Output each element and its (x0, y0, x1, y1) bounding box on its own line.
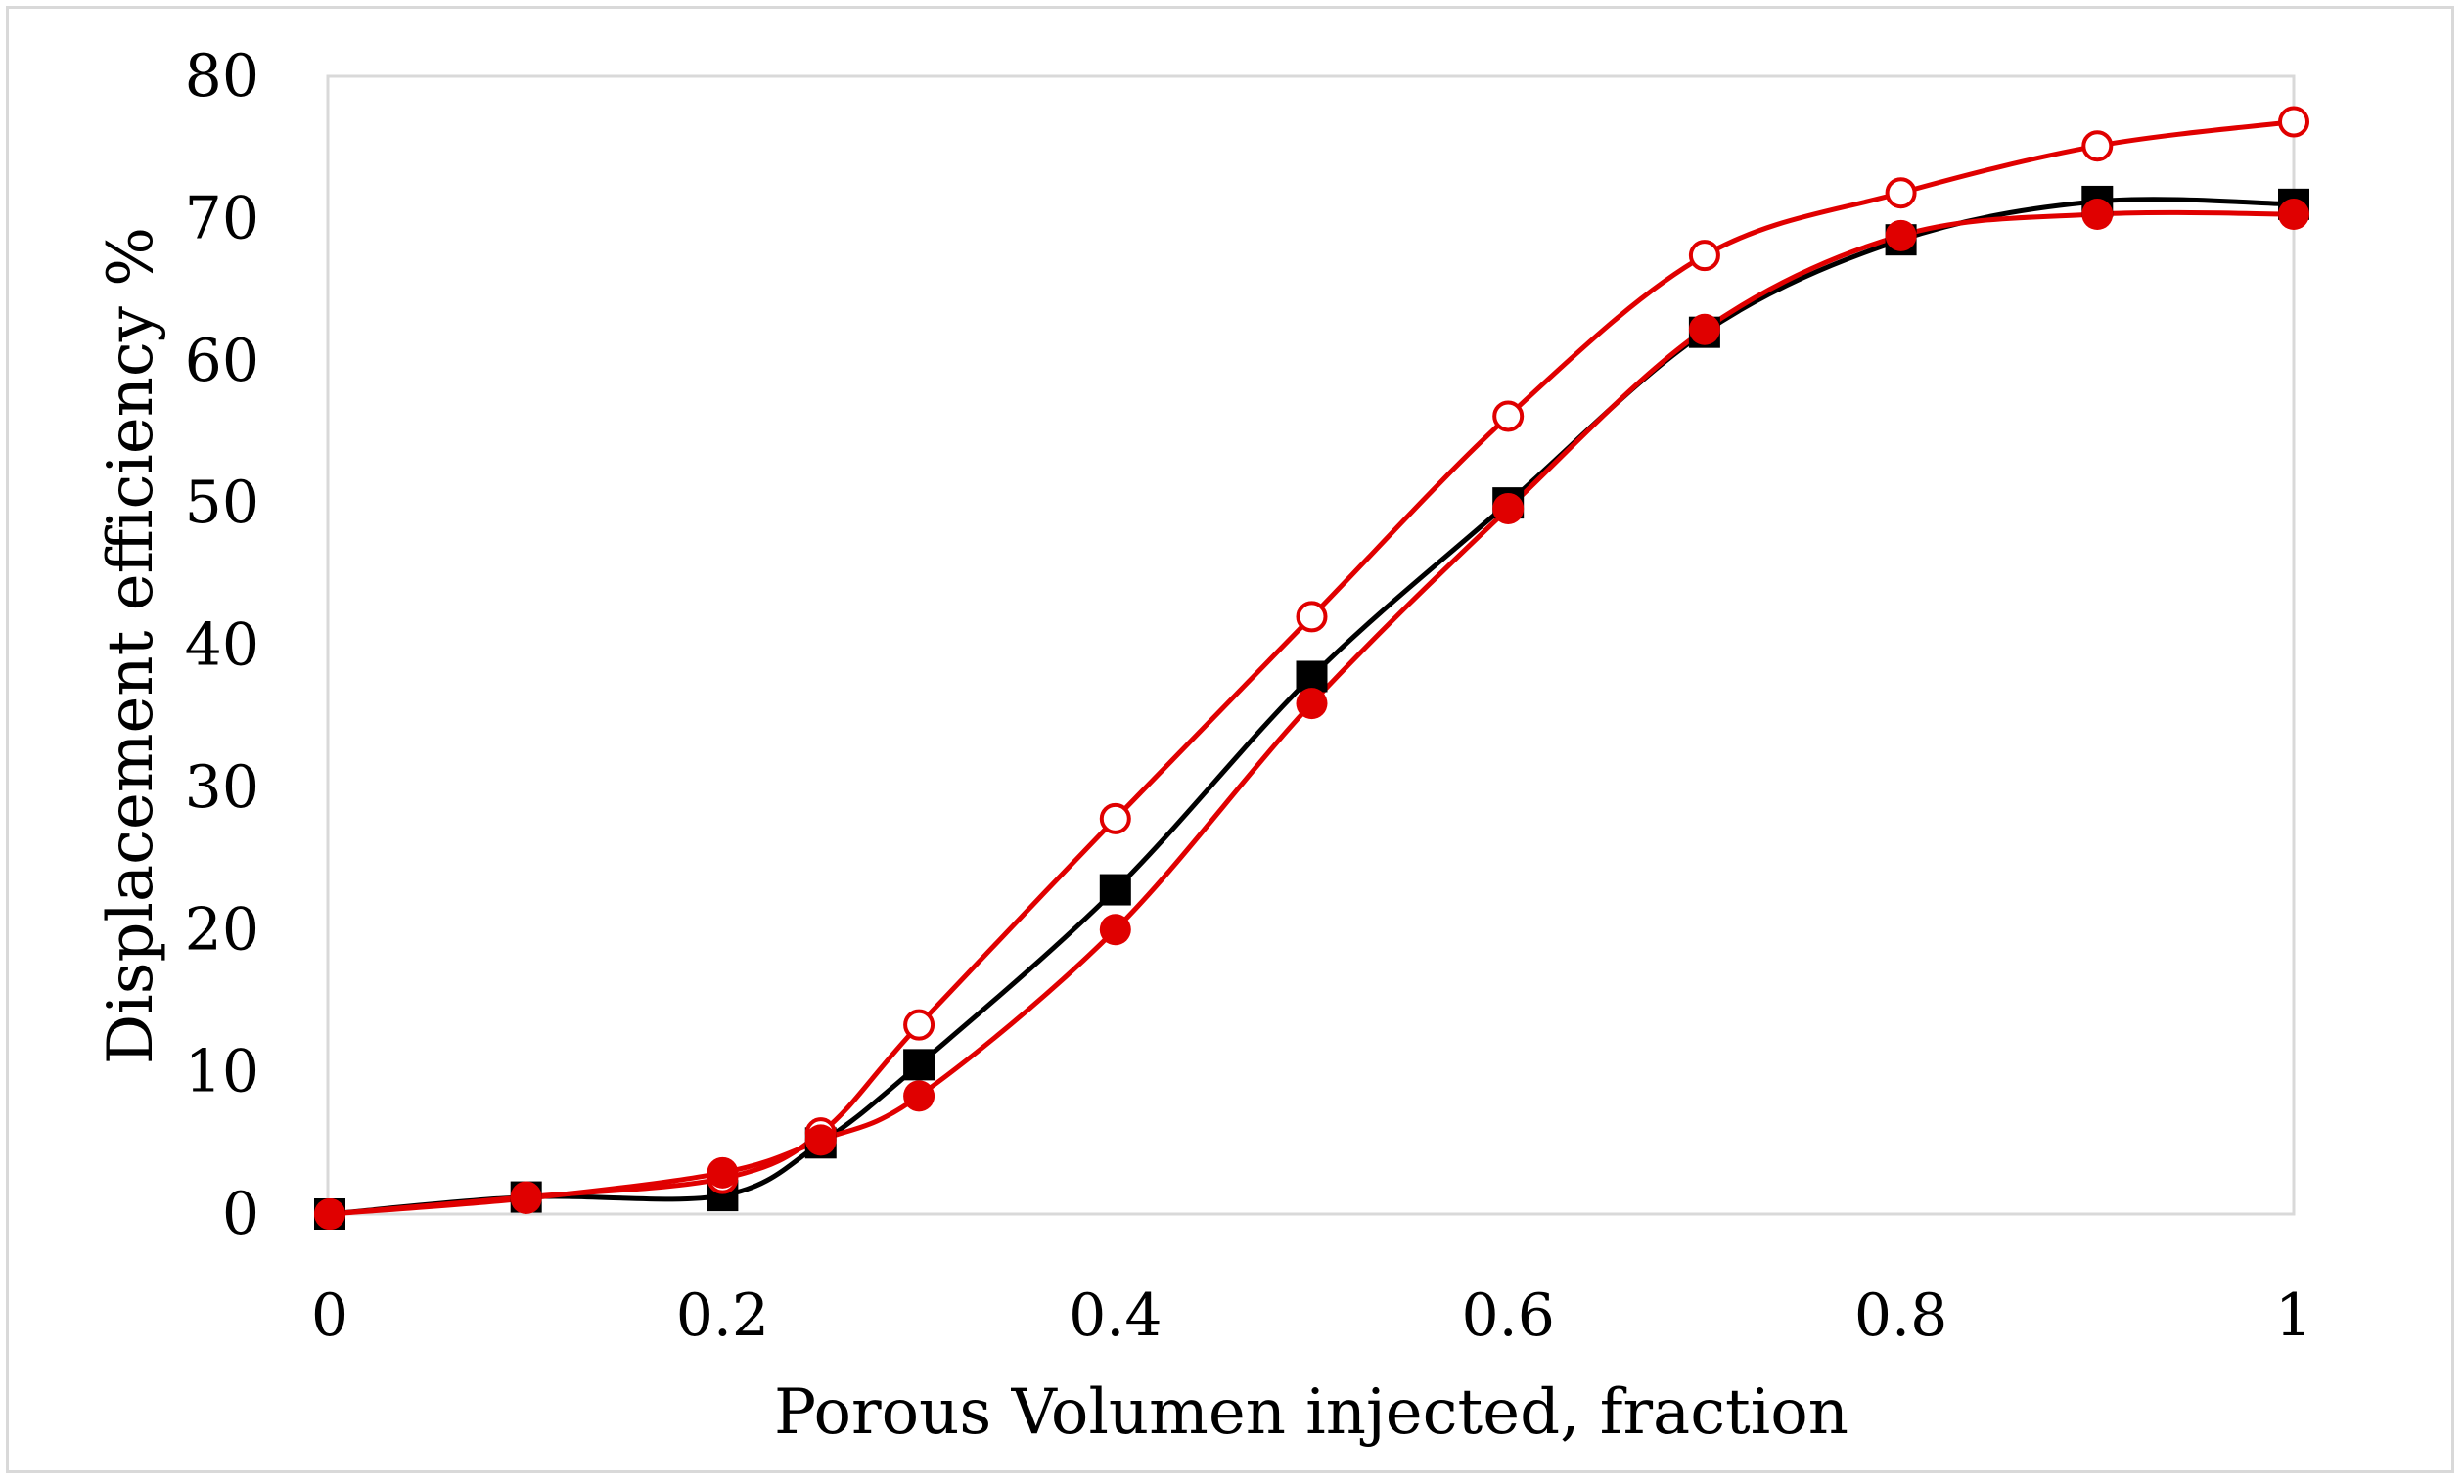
x-tick-label: 0 (311, 1282, 348, 1350)
data-point-red-open-circles (2081, 130, 2114, 162)
data-point-red-filled-circles (1296, 688, 1328, 720)
data-point-red-filled-circles (903, 1080, 935, 1112)
series-markers (314, 106, 2309, 1230)
series-line-black-squares (329, 197, 2295, 1217)
x-tick-label: 0.4 (1069, 1282, 1162, 1350)
data-point-red-filled-circles (1099, 914, 1131, 946)
x-tick-labels: 0 0.2 0.4 0.6 0.8 1 (311, 1282, 2312, 1350)
y-tick-label: 0 (222, 1180, 259, 1248)
plot-area-border (326, 74, 2296, 1216)
data-point-black-squares (903, 1049, 935, 1081)
y-tick-label: 20 (185, 895, 259, 964)
data-point-red-open-circles (1099, 802, 1131, 834)
y-tick-label: 10 (185, 1038, 259, 1106)
data-point-red-open-circles (1492, 400, 1525, 432)
data-point-red-filled-circles (1492, 492, 1525, 524)
data-point-red-filled-circles (1885, 219, 1917, 251)
y-tick-labels: 0 10 20 30 40 50 60 70 80 (185, 42, 259, 1248)
y-tick-label: 40 (185, 611, 259, 680)
x-tick-label: 0.8 (1854, 1282, 1947, 1350)
y-tick-label: 70 (185, 184, 259, 252)
y-tick-label: 50 (185, 469, 259, 537)
data-point-black-squares (1296, 660, 1328, 693)
x-axis-title: Porous Volumen injected, fraction (774, 1376, 1848, 1449)
data-point-red-filled-circles (2278, 199, 2309, 231)
data-point-red-filled-circles (1688, 313, 1720, 345)
data-point-red-open-circles (2278, 106, 2309, 138)
data-point-black-squares (1099, 874, 1131, 906)
data-point-red-open-circles (1296, 601, 1328, 633)
x-tick-label: 0.6 (1461, 1282, 1554, 1350)
y-tick-label: 60 (185, 327, 259, 395)
x-tick-label: 0.2 (676, 1282, 769, 1350)
data-point-red-open-circles (1885, 177, 1917, 209)
x-tick-label: 1 (2275, 1282, 2312, 1350)
y-tick-label: 30 (185, 753, 259, 822)
data-point-red-filled-circles (804, 1124, 837, 1156)
data-point-red-filled-circles (510, 1183, 542, 1215)
y-axis-title: Displacement efficiency % (95, 227, 167, 1064)
chart-frame (6, 6, 2454, 1473)
data-point-red-open-circles (903, 1009, 935, 1041)
data-point-red-filled-circles (2081, 199, 2114, 231)
series-line-red-filled-circles (329, 209, 2295, 1217)
data-point-red-filled-circles (314, 1198, 345, 1230)
y-tick-label: 80 (185, 42, 259, 111)
data-point-red-filled-circles (707, 1156, 739, 1189)
data-point-red-open-circles (1688, 240, 1720, 272)
